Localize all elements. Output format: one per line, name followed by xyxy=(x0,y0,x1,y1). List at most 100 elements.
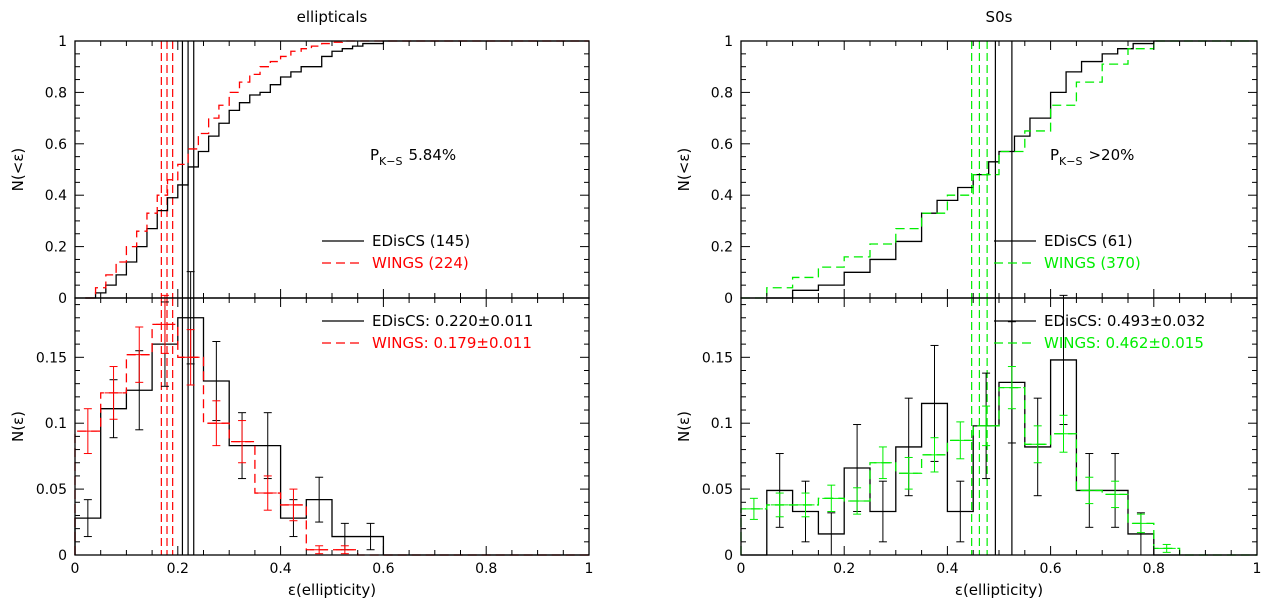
s0s-histogram-panel: 0 0.2 0.4 0.6 0.8 1 0 0.05 0.1 0.15 N(ε) ε(elliptic… xyxy=(675,294,1261,599)
legend-label: WINGS (370) xyxy=(1044,254,1141,272)
error-bar xyxy=(1157,543,1176,553)
legend-label: WINGS: 0.179±0.011 xyxy=(372,334,532,352)
error-bar xyxy=(258,475,277,511)
error-bar xyxy=(104,366,123,420)
x-tick-label: 1 xyxy=(1253,561,1261,577)
x-tick-label: 0 xyxy=(71,561,80,577)
error-bar xyxy=(155,294,174,354)
legend-label: WINGS (224) xyxy=(372,254,469,272)
series-ediscs-histogram xyxy=(74,317,589,556)
error-bar xyxy=(873,446,892,480)
error-bar xyxy=(233,420,252,464)
x-tick-label: 0.8 xyxy=(475,561,497,577)
y-tick-label: 0.2 xyxy=(711,240,733,256)
error-bar xyxy=(1054,414,1073,453)
y-tick-label: 0 xyxy=(724,548,733,564)
error-bar xyxy=(925,437,944,473)
error-bar xyxy=(951,421,970,460)
error-bar xyxy=(956,480,965,543)
error-bar xyxy=(1131,513,1150,534)
error-bar xyxy=(1080,476,1099,505)
y-tick-label: 0 xyxy=(58,548,67,564)
error-bar xyxy=(130,326,149,383)
panel-title: ellipticals xyxy=(297,8,368,26)
error-bar xyxy=(878,480,887,543)
x-tick-label: 0.6 xyxy=(1039,561,1061,577)
series-ediscs-line xyxy=(766,40,1257,299)
error-bar xyxy=(83,499,92,538)
y-tick-label: 0.6 xyxy=(711,137,733,153)
y-tick-label: 0.05 xyxy=(36,482,67,498)
error-bar xyxy=(310,545,329,555)
error-bar xyxy=(207,400,226,447)
error-bar xyxy=(1002,366,1021,410)
x-tick-label: 0.2 xyxy=(167,561,189,577)
ks-annotation: PK−S 5.84% xyxy=(370,146,456,168)
y-tick-label: 1 xyxy=(58,34,67,50)
legend-label: EDisCS: 0.220±0.011 xyxy=(372,312,533,330)
y-tick-label: 0.8 xyxy=(45,85,67,101)
ks-sub: K−S xyxy=(379,155,402,168)
panel-title: S0s xyxy=(986,8,1013,26)
error-bar xyxy=(899,456,918,490)
y-tick-label: 0.8 xyxy=(711,85,733,101)
x-tick-label: 0.4 xyxy=(936,561,958,577)
series-wings-line xyxy=(85,40,589,299)
ellipticals-cumulative-frame xyxy=(74,40,590,299)
y-tick-label: 0.4 xyxy=(45,188,67,204)
error-bar xyxy=(744,497,763,520)
error-bar xyxy=(1106,480,1125,509)
error-bar xyxy=(181,329,200,386)
x-tick-label: 0 xyxy=(737,561,746,577)
y-tick-label: 0.2 xyxy=(45,240,67,256)
legend-label: WINGS: 0.462±0.015 xyxy=(1044,334,1204,352)
y-axis-label: N(<ε) xyxy=(9,148,27,192)
error-bar xyxy=(796,492,815,518)
series-wings-line xyxy=(741,40,1257,299)
error-bar xyxy=(78,408,97,455)
x-tick-label: 0.2 xyxy=(833,561,855,577)
x-tick-label: 0.4 xyxy=(269,561,291,577)
error-bar xyxy=(315,476,324,523)
ks-sub: K−S xyxy=(1059,155,1082,168)
ks-value: 5.84% xyxy=(408,146,456,164)
series-ediscs-histogram xyxy=(741,359,1257,556)
s0s-cumulative-panel: 0 0.2 0.4 0.6 0.8 1 N(<ε) S0s EDisCS (61) WINGS (… xyxy=(675,8,1258,307)
error-bar xyxy=(335,545,354,555)
x-tick-label: 0.6 xyxy=(372,561,394,577)
ks-main: P xyxy=(1050,146,1059,164)
y-tick-label: 0.1 xyxy=(711,416,733,432)
y-tick-label: 0.4 xyxy=(711,188,733,204)
error-bar xyxy=(1028,425,1047,464)
error-bar xyxy=(284,488,303,522)
y-tick-label: 0.1 xyxy=(45,416,67,432)
y-axis-label: N(ε) xyxy=(9,411,27,442)
series-ediscs-line xyxy=(85,40,589,299)
error-bar xyxy=(822,484,841,513)
x-tick-label: 1 xyxy=(585,561,594,577)
x-axis-label: ε(ellipticity) xyxy=(955,581,1043,599)
x-axis-label: ε(ellipticity) xyxy=(288,581,376,599)
ks-main: P xyxy=(370,146,379,164)
ks-value: >20% xyxy=(1088,146,1134,164)
error-bar xyxy=(977,405,996,447)
error-bar xyxy=(366,522,375,551)
y-axis-label: N(<ε) xyxy=(675,148,693,192)
legend-label: EDisCS (145) xyxy=(372,232,470,250)
y-tick-label: 0.15 xyxy=(36,350,67,366)
y-tick-label: 1 xyxy=(724,34,733,50)
ellipticals-cumulative-panel: 0 0.2 0.4 0.6 0.8 1 N(<ε) ellipticals EDisCS (14… xyxy=(9,8,590,307)
ks-annotation: PK−S >20% xyxy=(1050,146,1134,168)
ellipticals-histogram-panel: 0 0.2 0.4 0.6 0.8 1 0 0.05 0.1 0.15 N(ε) ε(elliptic… xyxy=(9,271,594,599)
error-bar xyxy=(848,487,867,515)
y-tick-label: 0 xyxy=(58,291,67,307)
y-tick-label: 0.15 xyxy=(702,350,733,366)
legend-label: EDisCS (61) xyxy=(1044,232,1133,250)
x-tick-label: 0.8 xyxy=(1143,561,1165,577)
error-bar xyxy=(770,492,789,518)
y-tick-label: 0.6 xyxy=(45,137,67,153)
y-tick-label: 0.05 xyxy=(702,482,733,498)
y-tick-label: 0 xyxy=(724,291,733,307)
y-axis-label: N(ε) xyxy=(675,411,693,442)
